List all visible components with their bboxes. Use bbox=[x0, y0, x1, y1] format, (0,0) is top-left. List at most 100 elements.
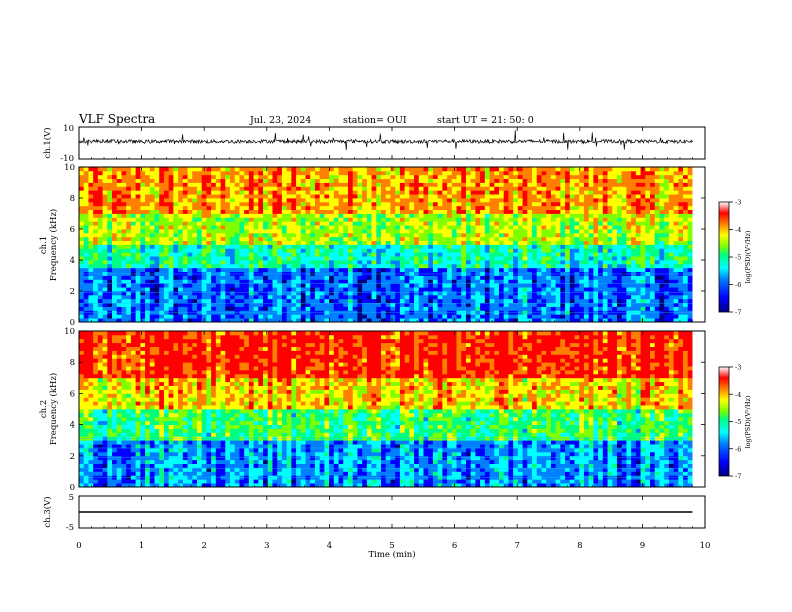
spectrogram-cell bbox=[343, 252, 349, 257]
spectrogram-cell bbox=[612, 279, 618, 284]
spectrogram-cell bbox=[248, 240, 255, 245]
spectrogram-cell bbox=[112, 186, 118, 191]
spectrogram-cell bbox=[234, 221, 240, 226]
spectrogram-cell bbox=[102, 283, 108, 288]
spectrogram-cell bbox=[239, 283, 245, 288]
spectrogram-cell bbox=[253, 287, 259, 292]
spectrogram-cell bbox=[362, 302, 368, 307]
spectrogram-cell bbox=[635, 283, 641, 288]
spectrogram-cell bbox=[574, 194, 580, 199]
spectrogram-cell bbox=[376, 279, 382, 284]
spectrogram-cell bbox=[513, 205, 519, 211]
spectrogram-cell bbox=[281, 178, 288, 183]
spectrogram-cell bbox=[352, 194, 358, 199]
spectrogram-cell bbox=[187, 229, 193, 234]
spectrogram-cell bbox=[640, 283, 646, 288]
spectrogram-cell bbox=[79, 263, 85, 269]
spectrogram-cell bbox=[395, 252, 401, 257]
spectrogram-cell bbox=[281, 201, 288, 207]
spectrogram-cell bbox=[159, 225, 165, 230]
spectrogram-cell bbox=[428, 291, 434, 296]
spectrogram-cell bbox=[593, 291, 599, 296]
spectrogram-cell bbox=[631, 229, 637, 234]
spectrogram-cell bbox=[267, 263, 273, 269]
spectrogram-cell bbox=[230, 232, 236, 238]
spectrogram-cell bbox=[362, 174, 368, 180]
spectrogram-cell bbox=[154, 229, 160, 234]
spectrogram-cell bbox=[329, 198, 335, 203]
spectrogram-cell bbox=[602, 256, 608, 261]
spectrogram-cell bbox=[517, 314, 523, 319]
spectrogram-cell bbox=[376, 167, 382, 172]
spectrogram-cell bbox=[607, 213, 613, 218]
spectrogram-cell bbox=[272, 287, 278, 292]
spectrogram-cell bbox=[267, 213, 273, 218]
spectrogram-cell bbox=[338, 256, 344, 261]
spectrogram-cell bbox=[527, 221, 533, 226]
spectrogram-cell bbox=[569, 178, 575, 183]
spectrogram-cell bbox=[640, 314, 646, 319]
spectrogram-cell bbox=[178, 294, 184, 300]
spectrogram-cell bbox=[234, 186, 240, 191]
spectrogram-cell bbox=[494, 232, 500, 238]
spectrogram-cell bbox=[565, 213, 571, 218]
spectrogram-cell bbox=[149, 291, 155, 296]
spectrogram-cell bbox=[470, 178, 476, 183]
spectrogram-cell bbox=[206, 217, 212, 222]
spectrogram-cell bbox=[395, 244, 401, 249]
spectrogram-cell bbox=[130, 306, 137, 311]
spectrogram-cell bbox=[116, 174, 122, 180]
spectrogram-cell bbox=[385, 244, 391, 249]
spectrogram-cell bbox=[329, 178, 335, 183]
spectrogram-cell bbox=[583, 294, 590, 300]
spectrogram-cell bbox=[187, 213, 193, 218]
spectrogram-cell bbox=[347, 213, 354, 218]
spectrogram-cell bbox=[461, 201, 467, 207]
spectrogram-cell bbox=[546, 263, 552, 269]
spectrogram-cell bbox=[532, 275, 538, 280]
spectrogram-cell bbox=[494, 213, 500, 218]
spectrogram-cell bbox=[305, 209, 311, 214]
spectrogram-cell bbox=[494, 263, 500, 269]
spectrogram-cell bbox=[112, 302, 118, 307]
spectrogram-cell bbox=[343, 267, 349, 273]
spectrogram-cell bbox=[541, 182, 547, 187]
spectrogram-cell bbox=[145, 190, 151, 195]
spectrogram-cell bbox=[333, 232, 339, 238]
spectrogram-cell bbox=[352, 178, 358, 183]
spectrogram-cell bbox=[277, 182, 283, 187]
spectrogram-cell bbox=[484, 294, 490, 300]
spectrogram-cell bbox=[395, 279, 401, 284]
spectrogram-cell bbox=[192, 279, 198, 284]
spectrogram-cell bbox=[583, 198, 590, 203]
spectrogram-cell bbox=[267, 201, 273, 207]
spectrogram-cell bbox=[527, 287, 533, 292]
spectrogram-cell bbox=[281, 182, 288, 187]
spectrogram-cell bbox=[583, 167, 590, 172]
spectrogram-cell bbox=[196, 182, 203, 187]
spectrogram-cell bbox=[546, 244, 552, 249]
spectrogram-cell bbox=[286, 263, 292, 269]
spectrogram-cell bbox=[522, 236, 528, 242]
spectrogram-cell bbox=[607, 294, 613, 300]
spectrogram-cell bbox=[324, 294, 330, 300]
figure-title: VLF Spectra bbox=[78, 112, 155, 126]
spectrogram-cell bbox=[659, 205, 665, 211]
spectrogram-cell bbox=[447, 252, 453, 257]
spectrogram-cell bbox=[178, 318, 184, 322]
spectrogram-cell bbox=[579, 167, 585, 172]
spectrogram-cell bbox=[324, 182, 330, 187]
spectrogram-cell bbox=[428, 267, 434, 273]
spectrogram-cell bbox=[126, 275, 132, 280]
spectrogram-cell bbox=[650, 283, 656, 288]
spectrogram-cell bbox=[239, 256, 245, 261]
spectrogram-cell bbox=[343, 182, 349, 187]
spectrogram-cell bbox=[395, 213, 401, 218]
spectrogram-cell bbox=[565, 194, 571, 199]
spectrogram-cell bbox=[409, 263, 415, 269]
spectrogram-cell bbox=[418, 209, 424, 214]
spectrogram-cell bbox=[385, 248, 391, 253]
spectrogram-cell bbox=[390, 279, 396, 284]
spectrogram-cell bbox=[291, 252, 297, 257]
spectrogram-cell bbox=[451, 198, 457, 203]
